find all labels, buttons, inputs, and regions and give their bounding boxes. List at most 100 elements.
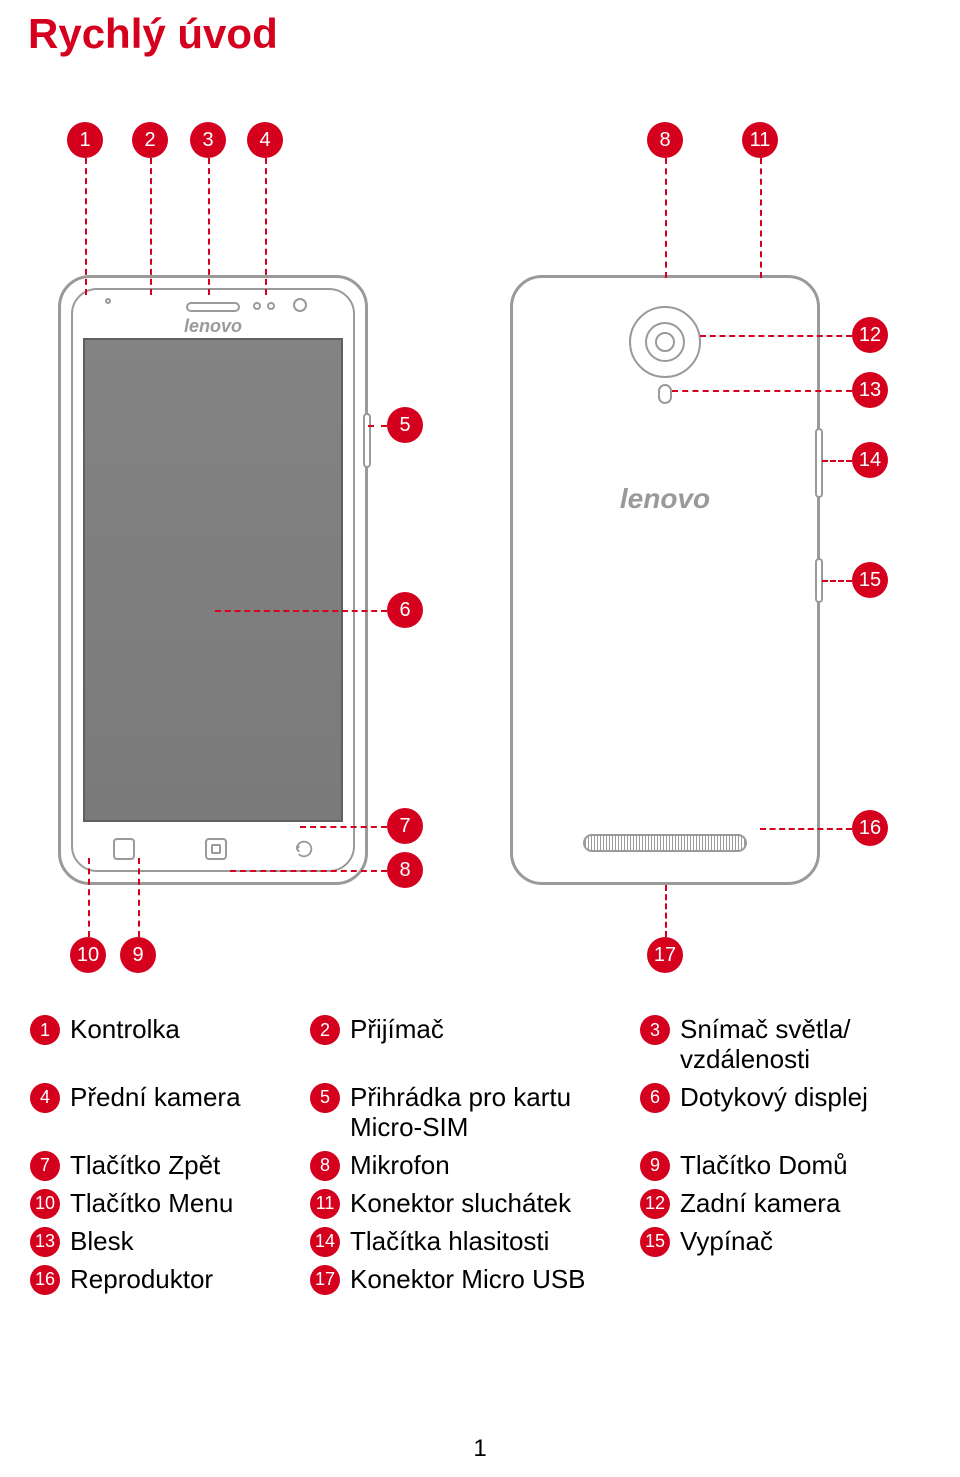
legend-marker-10: 10	[30, 1189, 60, 1219]
callout-marker-7: 7	[387, 808, 423, 844]
legend-label-17: Konektor Micro USB	[350, 1265, 586, 1295]
callout-marker-10: 10	[70, 937, 106, 973]
menu-button-icon	[113, 838, 135, 860]
legend-label-3: Snímač světla/ vzdálenosti	[680, 1015, 930, 1075]
legend-label-15: Vypínač	[680, 1227, 773, 1257]
leader-line	[822, 580, 852, 582]
legend-item-10: 10 Tlačítko Menu	[30, 1189, 310, 1219]
volume-buttons	[815, 428, 823, 498]
legend-label-1: Kontrolka	[70, 1015, 180, 1045]
legend-marker-13: 13	[30, 1227, 60, 1257]
legend-marker-3: 3	[640, 1015, 670, 1045]
legend-item-16: 16Reproduktor	[30, 1265, 310, 1295]
leader-line	[822, 460, 852, 462]
callout-marker-15: 15	[852, 562, 888, 598]
callout-marker-4: 4	[247, 122, 283, 158]
legend-marker-8: 8	[310, 1151, 340, 1181]
rear-flash	[658, 384, 672, 404]
legend-item-11: 11 Konektor sluchátek	[310, 1189, 640, 1219]
callout-marker-13: 13	[852, 372, 888, 408]
callout-marker-3: 3	[190, 122, 226, 158]
callout-marker-14: 14	[852, 442, 888, 478]
callout-marker-8: 8	[647, 122, 683, 158]
leader-line	[760, 828, 852, 830]
legend-label-2: Přijímač	[350, 1015, 444, 1045]
indicator-led	[105, 298, 111, 304]
callout-marker-8: 8	[387, 852, 423, 888]
legend-marker-5: 5	[310, 1083, 340, 1113]
sim-tray-front	[363, 413, 371, 468]
leader-line	[368, 425, 387, 427]
brand-logo-back: lenovo	[620, 483, 710, 515]
leader-line	[230, 870, 387, 872]
leader-line	[760, 158, 762, 278]
leader-line	[215, 610, 387, 612]
legend-item-14: 14 Tlačítka hlasitosti	[310, 1227, 640, 1257]
page-title: Rychlý úvod	[28, 10, 278, 58]
legend-label-9: Tlačítko Domů	[680, 1151, 848, 1181]
phone-front: lenovo	[58, 275, 368, 885]
legend-item-6: 6Dotykový displej	[640, 1083, 930, 1143]
front-camera-hole	[293, 298, 307, 312]
leader-line	[300, 826, 387, 828]
legend-item-15: 15 Vypínač	[640, 1227, 930, 1257]
legend-marker-9: 9	[640, 1151, 670, 1181]
legend-label-8: Mikrofon	[350, 1151, 450, 1181]
legend-label-13: Blesk	[70, 1227, 134, 1257]
legend-marker-15: 15	[640, 1227, 670, 1257]
callout-marker-11: 11	[742, 122, 778, 158]
legend-item-7: 7Tlačítko Zpět	[30, 1151, 310, 1181]
home-button-icon	[205, 838, 227, 860]
rear-camera-ring-inner	[655, 332, 675, 352]
leader-line	[208, 158, 210, 295]
speaker-grille	[583, 834, 747, 852]
back-button-icon	[293, 838, 315, 860]
phone-back: lenovo	[510, 275, 820, 885]
callout-marker-1: 1	[67, 122, 103, 158]
leader-line	[88, 858, 90, 937]
leader-line	[265, 158, 267, 295]
legend-item-8: 8 Mikrofon	[310, 1151, 640, 1181]
callout-marker-17: 17	[647, 937, 683, 973]
legend-item-5: 5 Přihrádka pro kartu Micro-SIM	[310, 1083, 640, 1143]
legend-label-6: Dotykový displej	[680, 1083, 868, 1113]
legend-label-5: Přihrádka pro kartu Micro-SIM	[350, 1083, 640, 1143]
legend-label-14: Tlačítka hlasitosti	[350, 1227, 549, 1257]
leader-line	[150, 158, 152, 295]
leader-line	[700, 335, 852, 337]
legend-item-12: 12Zadní kamera	[640, 1189, 930, 1219]
legend-label-12: Zadní kamera	[680, 1189, 840, 1219]
legend-item-17: 17 Konektor Micro USB	[310, 1265, 640, 1295]
sensor-hole-2	[267, 302, 275, 310]
legend-label-4: Přední kamera	[70, 1083, 241, 1113]
callout-marker-6: 6	[387, 592, 423, 628]
legend-marker-7: 7	[30, 1151, 60, 1181]
legend-label-10: Tlačítko Menu	[70, 1189, 233, 1219]
legend-marker-2: 2	[310, 1015, 340, 1045]
legend-item-13: 13 Blesk	[30, 1227, 310, 1257]
legend-label-16: Reproduktor	[70, 1265, 213, 1295]
legend-marker-11: 11	[310, 1189, 340, 1219]
leader-line	[665, 158, 667, 278]
leader-line	[665, 885, 667, 937]
brand-logo-front: lenovo	[184, 316, 242, 337]
callout-marker-12: 12	[852, 317, 888, 353]
leader-line	[85, 158, 87, 295]
legend-marker-1: 1	[30, 1015, 60, 1045]
sensor-hole-1	[253, 302, 261, 310]
touchscreen	[83, 338, 343, 822]
legend-item-3: 3 Snímač světla/ vzdálenosti	[640, 1015, 930, 1075]
legend-item-9: 9 Tlačítko Domů	[640, 1151, 930, 1181]
legend-marker-14: 14	[310, 1227, 340, 1257]
legend-label-11: Konektor sluchátek	[350, 1189, 571, 1219]
legend: 1 Kontrolka 2 Přijímač 3 Snímač světla/ vzdál…	[30, 1015, 930, 1303]
page-number: 1	[473, 1435, 486, 1463]
legend-marker-17: 17	[310, 1265, 340, 1295]
callout-marker-9: 9	[120, 937, 156, 973]
callout-marker-5: 5	[387, 407, 423, 443]
leader-line	[138, 858, 140, 937]
diagram-stage: lenovo lenovo 12345678109811121314151617	[0, 100, 960, 1000]
callout-marker-16: 16	[852, 810, 888, 846]
legend-item-1: 1 Kontrolka	[30, 1015, 310, 1075]
callout-marker-2: 2	[132, 122, 168, 158]
